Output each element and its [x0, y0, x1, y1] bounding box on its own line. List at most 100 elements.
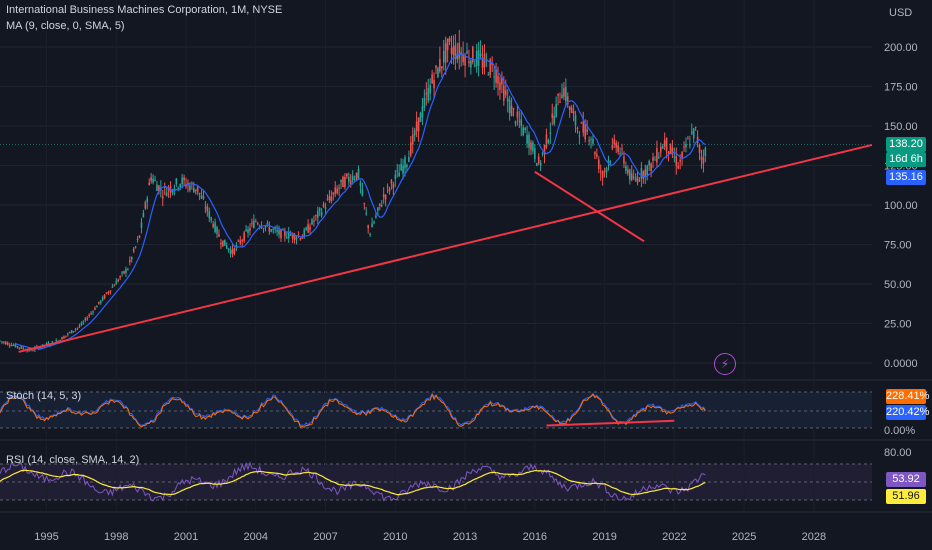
time-tick-label: 2019	[592, 531, 616, 543]
candle-body	[148, 182, 151, 186]
candle-body	[380, 204, 383, 207]
candle-body	[189, 185, 191, 191]
candle-body	[468, 61, 470, 64]
candle-body	[586, 129, 588, 132]
candle-body	[140, 222, 143, 228]
candle-body	[253, 220, 255, 229]
candle-body	[202, 196, 205, 199]
candle-body	[642, 171, 645, 179]
rsi-ma-tag: 51.96	[886, 489, 926, 504]
candle-body	[644, 169, 647, 177]
candle-body	[334, 187, 337, 194]
candle-body	[549, 132, 552, 134]
stoch-label[interactable]: Stoch (14, 5, 3)	[6, 390, 82, 402]
stoch-d-line	[0, 392, 706, 429]
candle-body	[410, 142, 412, 156]
candle-body	[566, 96, 569, 105]
candle-body	[285, 237, 288, 239]
rsi-label[interactable]: RSI (14, close, SMA, 14, 2)	[6, 454, 140, 466]
candle-body	[704, 147, 707, 157]
rsi-value-tag: 53.92	[886, 472, 926, 487]
stoch-k-line	[0, 392, 706, 426]
time-tick-label: 2016	[523, 531, 547, 543]
candle-body	[677, 165, 680, 169]
candle-body	[411, 134, 414, 145]
trendline	[18, 143, 873, 353]
candle-body	[330, 196, 333, 202]
candle-body	[530, 142, 532, 150]
candle-body	[179, 184, 182, 188]
candle-body	[514, 121, 517, 124]
candle-body	[425, 93, 428, 95]
candle-body	[599, 171, 602, 173]
candle-body	[479, 53, 482, 57]
candle-body	[390, 180, 393, 184]
time-tick-label: 2025	[732, 531, 756, 543]
candle-body	[92, 311, 94, 313]
candle-body	[466, 50, 468, 54]
candle-body	[590, 139, 592, 141]
candle-body	[355, 172, 358, 180]
candle-body	[328, 195, 331, 201]
candle-body	[111, 286, 114, 288]
stoch-k-tag: 228.41%	[886, 389, 930, 404]
candle-body	[423, 98, 426, 108]
candle-body	[377, 207, 379, 211]
candle-body	[510, 105, 513, 117]
candle-body	[512, 108, 515, 110]
candle-body	[86, 318, 88, 320]
candle-body	[687, 138, 689, 140]
stoch-band	[0, 392, 872, 428]
candle-body	[70, 330, 73, 334]
candle-body	[134, 246, 137, 248]
candle-body	[338, 187, 340, 189]
candle-body	[239, 240, 242, 244]
candle-body	[349, 180, 352, 184]
candle-body	[223, 239, 226, 246]
candle-body	[196, 186, 199, 192]
candle-body	[262, 228, 265, 230]
candle-body	[630, 173, 633, 181]
candle-body	[683, 146, 685, 148]
time-tick-label: 2004	[244, 531, 268, 543]
candle-body	[504, 90, 507, 96]
candle-body	[609, 161, 612, 163]
time-tick-label: 2007	[313, 531, 337, 543]
candle-body	[332, 192, 335, 195]
candle-body	[576, 127, 579, 130]
candle-body	[326, 199, 329, 201]
candle-body	[88, 315, 90, 317]
candle-body	[601, 171, 604, 178]
candle-body	[526, 134, 528, 144]
candle-body	[508, 99, 511, 114]
candle-body	[225, 245, 228, 249]
candle-body	[493, 76, 495, 78]
candle-body	[289, 234, 292, 236]
chart-title: International Business Machines Corporat…	[6, 4, 283, 16]
candle-body	[462, 53, 464, 63]
candle-body	[216, 227, 218, 234]
candle-body	[398, 172, 400, 177]
candle-body	[373, 221, 375, 224]
candle-body	[1, 341, 3, 343]
candle-body	[138, 235, 141, 238]
candle-body	[212, 224, 214, 228]
candle-body	[452, 46, 455, 56]
candle-body	[55, 340, 57, 342]
candle-body	[528, 134, 530, 148]
ma-indicator-label[interactable]: MA (9, close, 0, SMA, 5)	[6, 20, 125, 32]
candle-body	[324, 207, 327, 210]
candle-body	[658, 156, 660, 158]
candle-body	[305, 227, 307, 230]
candle-body	[218, 234, 220, 237]
lightning-icon[interactable]: ⚡	[714, 353, 736, 375]
candle-body	[611, 145, 614, 149]
candle-body	[243, 232, 245, 242]
price-tick-label: 25.00	[884, 319, 912, 331]
candle-body	[241, 240, 244, 242]
candle-body	[295, 237, 298, 240]
candle-body	[413, 130, 416, 136]
candle-body	[132, 248, 135, 252]
candle-body	[640, 167, 643, 179]
